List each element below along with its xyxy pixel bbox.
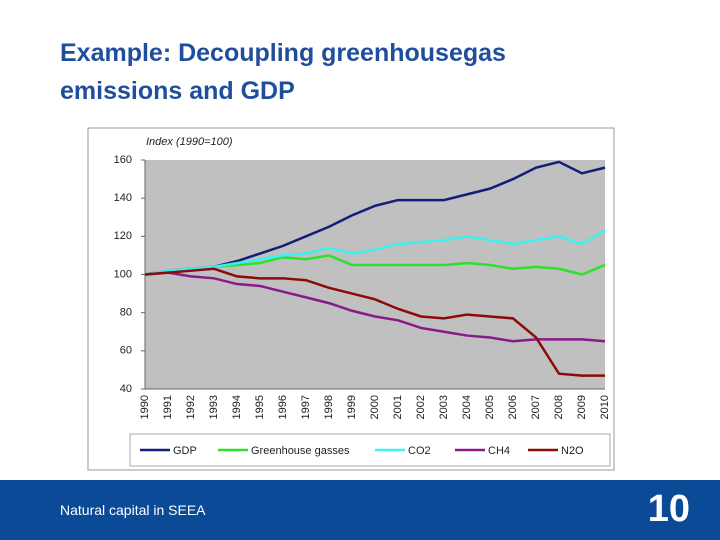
slide-title: Example: Decoupling greenhousegas emissi… xyxy=(60,39,506,105)
x-tick-label: 1995 xyxy=(254,395,266,419)
page-number: 10 xyxy=(647,488,690,530)
x-tick-label: 1997 xyxy=(300,395,312,419)
x-tick-label: 1999 xyxy=(346,395,358,419)
x-tick-label: 2007 xyxy=(530,395,542,419)
x-tick-label: 1991 xyxy=(162,395,174,419)
y-tick-label: 40 xyxy=(120,383,132,395)
legend-label: Greenhouse gasses xyxy=(251,445,350,457)
series-line xyxy=(144,271,606,343)
legend-label: CO2 xyxy=(408,445,431,457)
y-axis-label: Index (1990=100) xyxy=(146,136,233,148)
x-tick-label: 1993 xyxy=(208,395,220,419)
x-tick-label: 2005 xyxy=(484,395,496,419)
plot-area xyxy=(145,160,605,389)
x-tick-label: 1996 xyxy=(277,395,289,419)
x-tick-label: 1990 xyxy=(139,395,151,419)
y-tick-label: 80 xyxy=(120,307,132,319)
x-tick-label: 2002 xyxy=(415,395,427,419)
x-tick-label: 2004 xyxy=(461,395,473,419)
x-tick-label: 2009 xyxy=(576,395,588,419)
footer-text: Natural capital in SEEA xyxy=(60,502,206,518)
x-tick-label: 2003 xyxy=(438,395,450,419)
x-tick-label: 2010 xyxy=(599,395,611,419)
x-tick-label: 1998 xyxy=(323,395,335,419)
chart: Index (1990=100) 40 60 80 100 120 140 160 1990 1… xyxy=(87,127,615,471)
x-tick-label: 1994 xyxy=(231,395,243,419)
x-tick-label: 1992 xyxy=(185,395,197,419)
x-tick-label: 2006 xyxy=(507,395,519,419)
y-tick-label: 160 xyxy=(114,154,132,166)
x-tick-label: 2000 xyxy=(369,395,381,419)
series-line xyxy=(144,229,606,276)
footer: Natural capital in SEEA 10 xyxy=(0,480,720,540)
y-tick-label: 120 xyxy=(114,230,132,242)
legend-label: GDP xyxy=(173,445,197,457)
y-tick-label: 60 xyxy=(120,345,132,357)
y-tick-label: 100 xyxy=(114,268,132,280)
legend-label: N2O xyxy=(561,445,584,457)
series-line xyxy=(144,267,605,377)
legend-label: CH4 xyxy=(488,445,510,457)
x-tick-label: 2001 xyxy=(392,395,404,419)
x-tick-label: 2008 xyxy=(553,395,565,419)
y-tick-label: 140 xyxy=(114,192,132,204)
